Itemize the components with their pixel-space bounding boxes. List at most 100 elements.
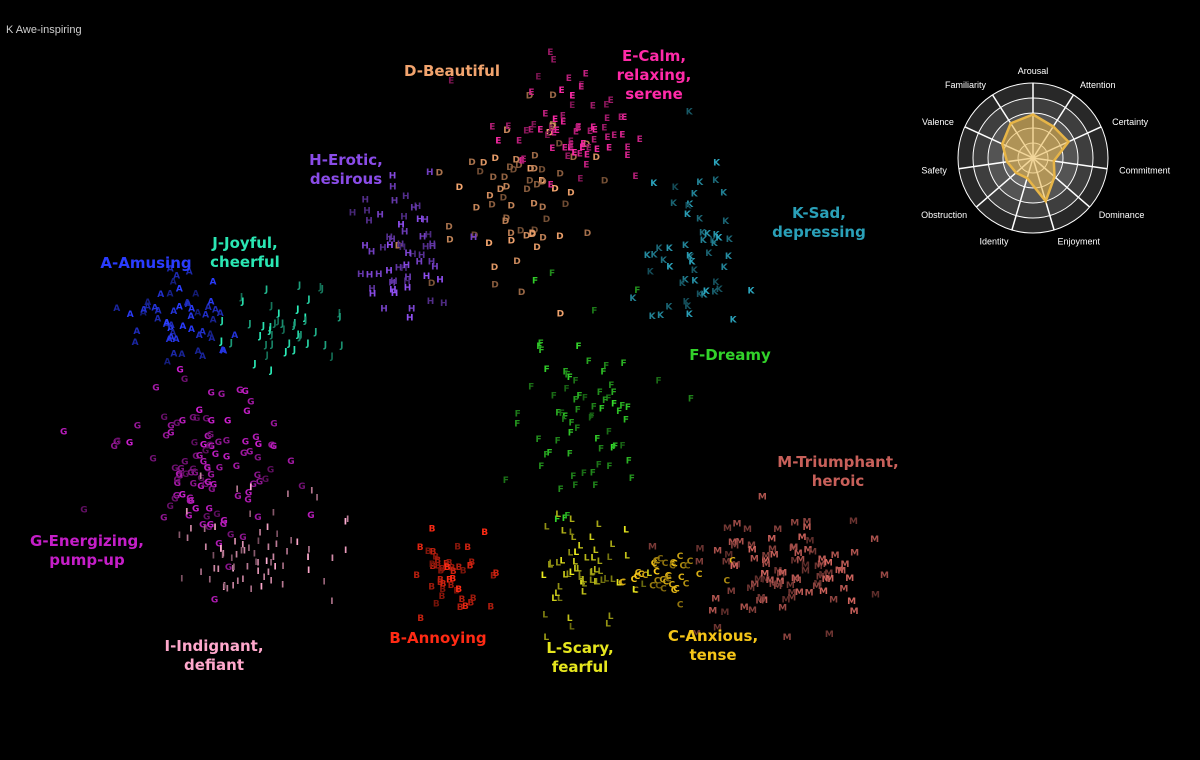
scatter-point: A [173,335,180,345]
scatter-point: E [489,122,495,132]
scatter-point: H [419,233,427,243]
scatter-point: L [605,620,611,630]
scatter-point: G [208,389,215,399]
scatter-point: K [629,294,637,304]
scatter-point: F [621,359,627,369]
scatter-point: J [287,339,291,349]
scatter-point: E [632,172,638,182]
scatter-point: C [659,575,666,585]
radar-axis-label: Valence [922,117,954,127]
scatter-point: D [518,288,525,298]
scatter-point: E [583,160,589,170]
scatter-point: L [610,540,616,550]
scatter-point: A [188,312,195,322]
scatter-point: E [549,144,555,154]
cluster-label-line: B-Annoying [389,629,486,647]
scatter-point: I [310,486,313,496]
scatter-point: M [816,572,825,582]
scatter-point: K [679,279,687,289]
cluster-label: B-Annoying [389,629,486,647]
scatter-point: B [462,602,469,612]
scatter-point: C [653,568,660,578]
scatter-point: G [197,474,204,484]
radar-axis-label: Certainty [1112,117,1149,127]
scatter-point: C [677,552,684,562]
scatter-point: F [562,514,568,524]
scatter-point: C [620,578,627,588]
scatter-point: E [568,137,574,147]
scatter-point: D [551,185,558,195]
scatter-point: H [418,251,426,261]
scatter-point: J [265,351,269,361]
scatter-point: M [801,561,810,571]
scatter-point: J [306,295,310,305]
scatter-point: B [470,594,477,604]
scatter-point: E [569,91,575,101]
scatter-point: D [395,242,402,252]
scatter-point: M [762,551,771,561]
scatter-point: M [692,630,701,640]
scatter-point: L [547,561,553,571]
scatter-point: F [567,373,573,383]
scatter-point: D [557,310,564,320]
scatter-point: L [632,586,638,596]
scatter-point: M [761,556,770,566]
scatter-point: C [655,582,662,592]
scatter-point: B [439,585,446,595]
scatter-point: G [207,470,214,480]
scatter-point: F [611,388,617,398]
scatter-point: L [555,510,561,520]
scatter-point: G [80,506,87,516]
scatter-point: G [245,488,252,498]
scatter-point: I [258,528,261,538]
scatter-point: M [759,596,768,606]
scatter-point: G [234,492,241,502]
scatter-point: K [649,312,657,322]
cluster-label: H-Erotic, desirous [309,151,383,188]
scatter-point: I [286,490,289,500]
scatter-point: H [414,202,422,212]
scatter-point: G [254,471,261,481]
scatter-point: E [551,55,557,65]
scatter-point: E [568,142,574,152]
scatter-point: I [240,547,243,557]
scatter-point: A [208,297,215,307]
scatter-point: E [567,144,573,154]
scatter-point: M [746,584,755,594]
scatter-point: J [337,312,341,322]
scatter-point: F [576,392,582,402]
scatter-point: E [578,83,584,93]
scatter-point: B [429,560,436,570]
scatter-point: M [812,582,821,592]
scatter-point: C [635,569,642,579]
scatter-point: L [593,578,599,588]
scatter-point: A [217,309,224,319]
scatter-point: H [409,250,417,260]
scatter-point: F [514,420,520,430]
scatter-point: H [361,242,369,252]
scatter-point: M [825,630,834,640]
scatter-point: H [395,263,403,273]
scatter-point: G [215,540,222,550]
scatter-point: E [560,118,566,128]
scatter-point: D [508,202,515,212]
scatter-point: J [280,319,284,329]
scatter-point: M [789,544,798,554]
scatter-point: M [808,548,817,558]
scatter-point: I [241,541,244,551]
scatter-point: L [584,554,590,564]
scatter-point: K [748,286,756,296]
scatter-point: A [133,327,140,337]
scatter-point: F [591,307,597,317]
scatter-point: J [220,316,224,326]
scatter-point: F [570,472,576,482]
scatter-point: A [163,320,170,330]
scatter-point: H [400,264,408,274]
scatter-point: F [563,368,569,378]
scatter-point: E [575,123,581,133]
scatter-point: F [536,435,542,445]
scatter-point: E [531,120,537,130]
scatter-point: I [254,558,257,568]
scatter-point: F [565,370,571,380]
scatter-point: D [531,165,538,175]
